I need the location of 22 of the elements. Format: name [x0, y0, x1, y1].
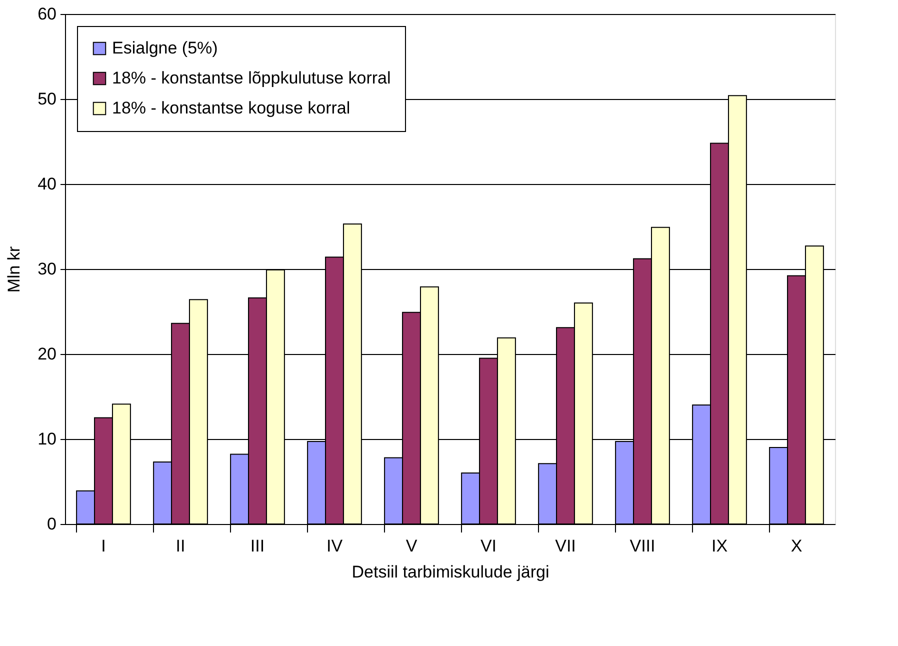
x-axis-title: Detsiil tarbimiskulude järgi [352, 562, 550, 582]
x-tick-label: VI [480, 536, 497, 556]
legend-label: 18% - konstantse lõppkulutuse korral [112, 68, 391, 88]
legend-label: 18% - konstantse koguse korral [112, 98, 350, 118]
x-tick-label: IV [326, 536, 344, 556]
x-tick-label: X [790, 536, 802, 556]
legend-label: Esialgne (5%) [112, 38, 218, 58]
x-tick-label: I [101, 536, 106, 556]
x-tick-label: IX [711, 536, 728, 556]
x-tick-label: II [176, 536, 186, 556]
y-axis-title: Mln kr [4, 246, 24, 293]
y-tick-label: 60 [38, 4, 56, 24]
y-tick-label: 0 [47, 514, 56, 534]
x-tick-label: V [406, 536, 418, 556]
y-tick-label: 30 [38, 260, 56, 278]
x-tick-label: III [250, 536, 265, 556]
x-tick-label: VIII [630, 536, 656, 556]
y-tick-label: 10 [38, 430, 56, 448]
y-tick-label: 20 [38, 344, 56, 364]
x-tick-label: VII [555, 536, 576, 556]
y-tick-label: 50 [38, 90, 56, 108]
y-tick-label: 40 [38, 174, 56, 194]
